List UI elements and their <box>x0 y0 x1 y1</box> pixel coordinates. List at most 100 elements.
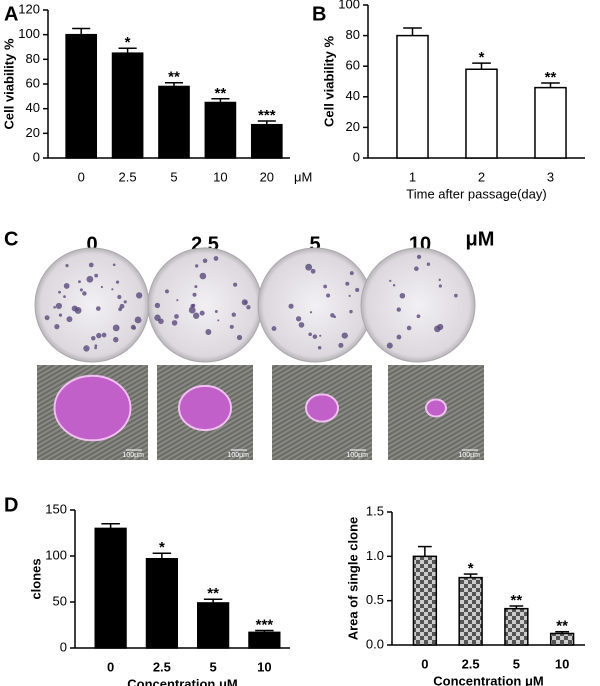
panel-c: C 0 2.5 5 10 μM 100μm 100μm 100μm 100μm <box>4 228 494 460</box>
colony <box>349 309 353 314</box>
colony <box>333 315 337 319</box>
colony <box>454 293 458 298</box>
colony <box>426 262 431 266</box>
significance-label: ** <box>556 618 568 635</box>
colony <box>213 256 219 261</box>
colony <box>134 316 142 324</box>
colony <box>348 294 351 297</box>
significance-label: * <box>159 539 165 556</box>
significance-label: * <box>125 34 131 51</box>
y-tick-label: 100 <box>338 0 360 11</box>
colony <box>396 307 401 312</box>
colony <box>323 284 328 289</box>
colony <box>399 292 406 299</box>
colony <box>54 324 60 330</box>
colony <box>288 303 294 309</box>
concentration-label: 0 <box>86 233 97 255</box>
x-tick-label: 2.5 <box>153 659 171 674</box>
y-tick-label: 1.0 <box>366 548 384 563</box>
y-tick-label: 0.5 <box>366 592 384 607</box>
scale-bar-label: 100μm <box>122 452 144 459</box>
x-tick-label: 0 <box>421 656 428 671</box>
colony <box>386 342 393 349</box>
bar <box>158 85 190 159</box>
colony <box>65 264 69 268</box>
colony <box>113 336 119 343</box>
colony <box>94 273 99 278</box>
significance-label: ** <box>511 592 523 609</box>
bar <box>204 101 237 159</box>
colony <box>58 313 63 317</box>
dish <box>257 247 373 363</box>
colony <box>192 312 200 319</box>
colony <box>112 324 120 332</box>
bar <box>504 607 529 646</box>
dish <box>360 247 476 363</box>
y-tick-label: 20 <box>26 125 40 140</box>
colony <box>44 315 50 321</box>
colony <box>63 283 70 289</box>
y-tick-label: 100 <box>45 547 67 562</box>
colony <box>199 310 205 316</box>
bar <box>94 527 127 649</box>
y-tick-label: 20 <box>346 119 360 134</box>
colony <box>94 346 97 350</box>
clone <box>53 374 132 442</box>
x-tick-label: 5 <box>170 169 177 184</box>
colony <box>389 279 392 283</box>
colony <box>176 299 179 302</box>
colony <box>271 326 277 331</box>
colony <box>117 294 122 300</box>
colony <box>309 311 313 314</box>
x-tick-label: 10 <box>257 659 271 674</box>
colony <box>79 288 83 292</box>
bar <box>197 602 230 649</box>
x-tick-label: 5 <box>210 659 217 674</box>
y-tick-label: 1.5 <box>366 503 384 518</box>
colony <box>88 262 94 268</box>
colony <box>91 335 96 341</box>
x-tick-label: 20 <box>260 169 274 184</box>
colony <box>246 305 251 310</box>
colony <box>345 281 350 286</box>
colony <box>100 285 104 289</box>
colony <box>214 310 218 313</box>
colony <box>326 293 331 298</box>
bar <box>412 555 438 646</box>
bar <box>250 123 283 159</box>
colony <box>295 316 302 322</box>
colony <box>305 263 313 271</box>
clone <box>178 384 232 432</box>
colony <box>396 334 402 340</box>
significance-label: ** <box>215 85 227 102</box>
unit-label: μM <box>466 228 495 250</box>
y-tick-label: 60 <box>346 58 360 73</box>
bar <box>145 558 178 649</box>
x-tick-label: 0 <box>78 169 85 184</box>
y-tick-label: 40 <box>26 100 40 115</box>
y-axis-label: clones <box>28 558 43 599</box>
colony <box>132 326 136 330</box>
colony <box>236 334 243 341</box>
significance-label: *** <box>258 107 276 124</box>
y-tick-label: 0 <box>60 639 67 654</box>
significance-label: *** <box>256 616 274 633</box>
colony <box>78 280 81 284</box>
clone <box>305 393 339 423</box>
colony <box>317 345 322 350</box>
colony <box>434 325 441 333</box>
x-unit-label: μM <box>294 169 312 184</box>
colony <box>438 278 441 282</box>
colony <box>63 295 66 299</box>
colony <box>154 302 161 309</box>
significance-label: ** <box>545 69 557 86</box>
colony <box>195 264 199 268</box>
x-tick-label: 2 <box>478 169 485 184</box>
bar <box>534 86 567 159</box>
colony <box>101 332 107 338</box>
y-tick-label: 0 <box>353 149 360 164</box>
colony <box>123 300 127 304</box>
scale-bar-label: 100μm <box>346 452 368 459</box>
